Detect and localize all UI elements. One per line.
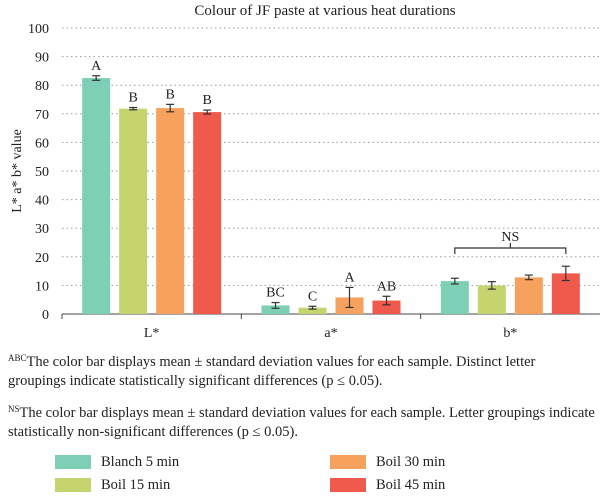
y-tick-label: 70 (35, 108, 49, 123)
footnote-abc-marker: ABC (8, 353, 27, 363)
x-tick-labels: L* a* b* (144, 326, 517, 341)
y-tick-label: 20 (35, 251, 49, 266)
ns-bracket (454, 243, 567, 254)
bar (477, 285, 506, 314)
legend-item-boil-30: Boil 30 min (330, 452, 445, 472)
bar (440, 281, 469, 314)
legend-swatch (330, 455, 366, 469)
legend-label: Boil 30 min (376, 453, 446, 470)
bar (372, 300, 401, 314)
footnote-abc: ABCThe color bar displays mean ± standar… (8, 349, 596, 391)
y-tick-label: 10 (35, 279, 49, 294)
bar (261, 305, 290, 314)
bar (514, 277, 543, 314)
y-tick-label: 0 (42, 308, 49, 323)
legend-swatch (55, 455, 91, 469)
x-tick-label: b* (503, 326, 517, 341)
legend-swatch (330, 478, 366, 492)
bar (193, 112, 222, 314)
chart-title: Colour of JF paste at various heat durat… (194, 3, 455, 19)
bar (298, 307, 327, 314)
bar-chart: Colour of JF paste at various heat durat… (10, 3, 600, 341)
legend-item-boil-15: Boil 15 min (55, 475, 170, 495)
y-tick-label: 80 (35, 79, 49, 94)
footnote-abc-text: The color bar displays mean ± standard d… (8, 354, 536, 389)
y-tick-label: 30 (35, 222, 49, 237)
legend-swatch (55, 478, 91, 492)
legend-item-boil-45: Boil 45 min (330, 475, 445, 495)
footnote-ns-marker: NS (8, 404, 20, 414)
bars (82, 75, 580, 314)
significance-letter: C (308, 289, 317, 304)
legend-label: Blanch 5 min (101, 453, 180, 470)
bar (119, 108, 148, 314)
significance-letter: A (344, 270, 355, 285)
significance-letter: A (91, 59, 102, 74)
bar (82, 78, 111, 314)
x-tick-label: L* (144, 326, 160, 341)
y-tick-label: 100 (28, 22, 49, 37)
y-tick-labels: 0 10 20 30 40 50 60 70 80 90 100 (28, 22, 49, 323)
gridlines (61, 27, 600, 319)
ns-label: NS (501, 230, 519, 245)
legend: Blanch 5 min Boil 15 min Boil 30 min Boi… (0, 448, 600, 497)
significance-letter: AB (377, 279, 396, 294)
significance-letter: B (202, 93, 211, 108)
y-tick-label: 50 (35, 165, 49, 180)
y-tick-label: 60 (35, 136, 49, 151)
x-tick-label: a* (324, 326, 337, 341)
footnote-ns: NSThe color bar displays mean ± standard… (8, 400, 596, 442)
legend-label: Boil 45 min (376, 476, 446, 493)
y-tick-label: 40 (35, 194, 49, 209)
y-axis-label: L* a* b* value (10, 129, 25, 213)
significance-letter: BC (266, 286, 285, 301)
significance-letter: B (165, 87, 174, 102)
significance-letter: B (128, 91, 137, 106)
legend-label: Boil 15 min (101, 476, 171, 493)
bar (156, 108, 185, 314)
legend-item-blanch-5: Blanch 5 min (55, 452, 179, 472)
y-tick-label: 90 (35, 51, 49, 66)
footnote-ns-text: The color bar displays mean ± standard d… (8, 405, 595, 440)
